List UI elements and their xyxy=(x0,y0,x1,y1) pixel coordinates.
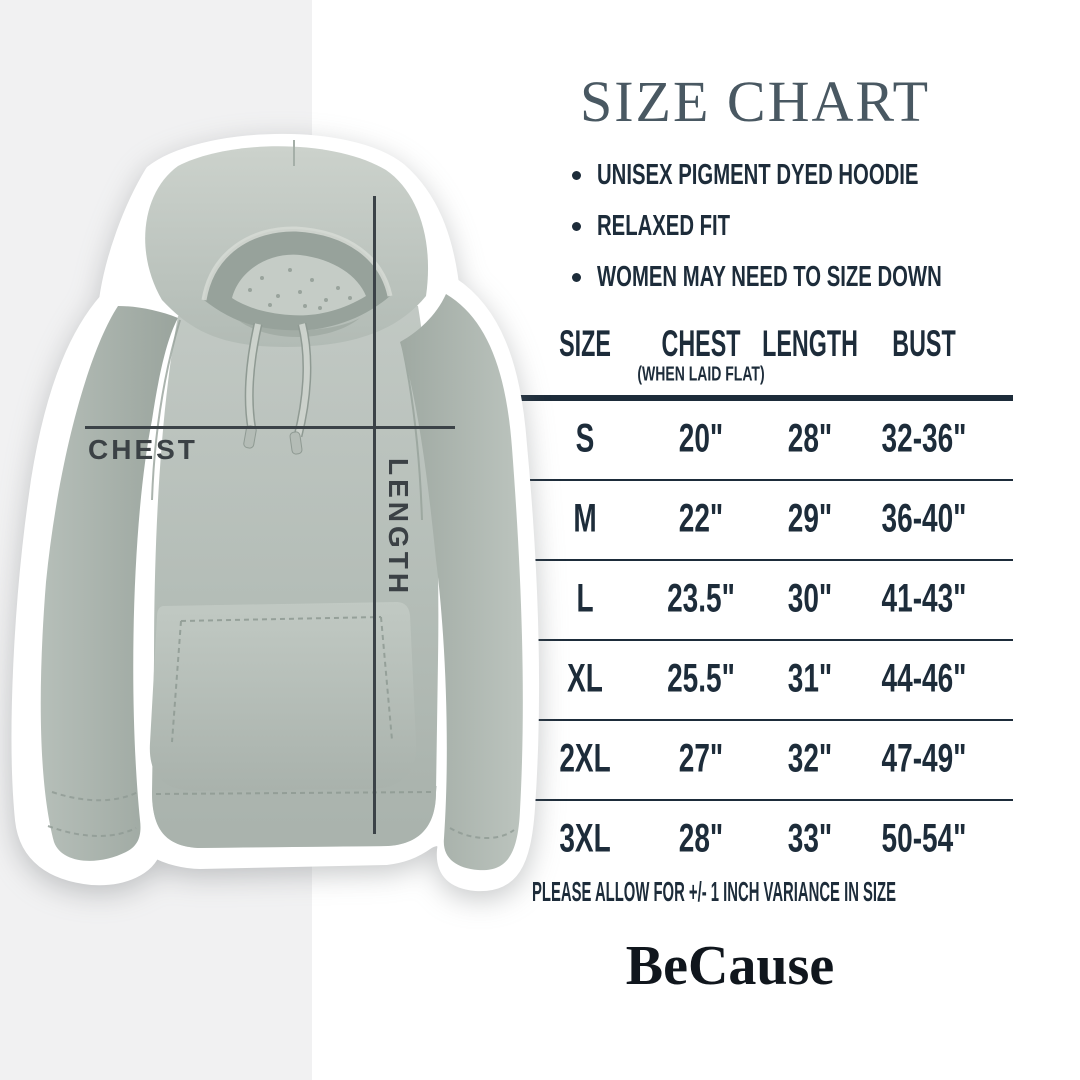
list-item: UNISEX PIGMENT DYED HOODIE xyxy=(572,150,1080,201)
chest-cell: 22" xyxy=(678,496,724,541)
length-cell: 29" xyxy=(787,496,833,541)
table-divider xyxy=(508,559,1013,561)
length-cell: 33" xyxy=(787,816,833,861)
table-row: 2XL 27" 32" 47-49" xyxy=(508,719,1013,799)
table-row: M 22" 29" 36-40" xyxy=(508,479,1013,559)
chest-cell: 25.5" xyxy=(667,656,735,701)
table-divider xyxy=(508,479,1013,481)
bullet-icon xyxy=(572,171,581,180)
column-header-length: LENGTH xyxy=(762,323,858,364)
size-cell: XL xyxy=(566,656,603,701)
chest-subnote: (WHEN LAID FLAT) xyxy=(637,363,765,386)
left-gray-panel xyxy=(0,0,312,1080)
size-cell: S xyxy=(575,416,595,461)
bust-cell: 50-54" xyxy=(881,816,967,861)
bust-cell: 44-46" xyxy=(881,656,967,701)
chest-cell: 28" xyxy=(678,816,724,861)
bust-cell: 41-43" xyxy=(881,576,967,621)
table-header-rule xyxy=(508,395,1013,401)
column-header-size: SIZE xyxy=(558,323,611,364)
table-header: SIZE CHEST LENGTH BUST (WHEN LAID FLAT) xyxy=(508,322,1013,396)
table-divider xyxy=(508,719,1013,721)
hoodie-right-sleeve xyxy=(400,294,523,871)
table-divider xyxy=(508,799,1013,801)
length-measure-line xyxy=(373,196,376,834)
length-measure-label: LENGTH xyxy=(383,458,414,598)
chest-cell: 20" xyxy=(678,416,724,461)
chest-cell: 27" xyxy=(678,736,724,781)
size-cell: 3XL xyxy=(559,816,611,861)
bust-cell: 47-49" xyxy=(881,736,967,781)
table-row: XL 25.5" 31" 44-46" xyxy=(508,639,1013,719)
size-cell: M xyxy=(573,496,597,541)
length-cell: 30" xyxy=(787,576,833,621)
length-cell: 31" xyxy=(787,656,833,701)
table-row: S 20" 28" 32-36" xyxy=(508,399,1013,479)
size-cell: 2XL xyxy=(559,736,611,781)
table-divider xyxy=(508,639,1013,641)
brand-logo: BeCause xyxy=(625,935,835,997)
table-row: L 23.5" 30" 41-43" xyxy=(508,559,1013,639)
size-cell: L xyxy=(576,576,594,621)
bust-cell: 32-36" xyxy=(881,416,967,461)
variance-note: PLEASE ALLOW FOR +/- 1 INCH VARIANCE IN … xyxy=(532,876,897,907)
length-cell: 32" xyxy=(787,736,833,781)
bust-cell: 36-40" xyxy=(881,496,967,541)
bullet-icon xyxy=(572,222,581,231)
chest-measure-label: CHEST xyxy=(88,434,198,465)
feature-list: UNISEX PIGMENT DYED HOODIE RELAXED FIT W… xyxy=(572,150,1080,303)
list-item: WOMEN MAY NEED TO SIZE DOWN xyxy=(572,252,1080,303)
list-item: RELAXED FIT xyxy=(572,201,1080,252)
column-header-bust: BUST xyxy=(892,323,956,364)
column-header-chest: CHEST xyxy=(661,323,741,364)
feature-text: UNISEX PIGMENT DYED HOODIE xyxy=(597,159,919,191)
feature-text: RELAXED FIT xyxy=(597,210,731,242)
table-row: 3XL 28" 33" 50-54" xyxy=(508,799,1013,879)
feature-text: WOMEN MAY NEED TO SIZE DOWN xyxy=(597,261,942,293)
page-title: SIZE CHART xyxy=(579,69,931,134)
chest-measure-line xyxy=(85,426,455,429)
chest-cell: 23.5" xyxy=(667,576,735,621)
length-cell: 28" xyxy=(787,416,833,461)
bullet-icon xyxy=(572,273,581,282)
